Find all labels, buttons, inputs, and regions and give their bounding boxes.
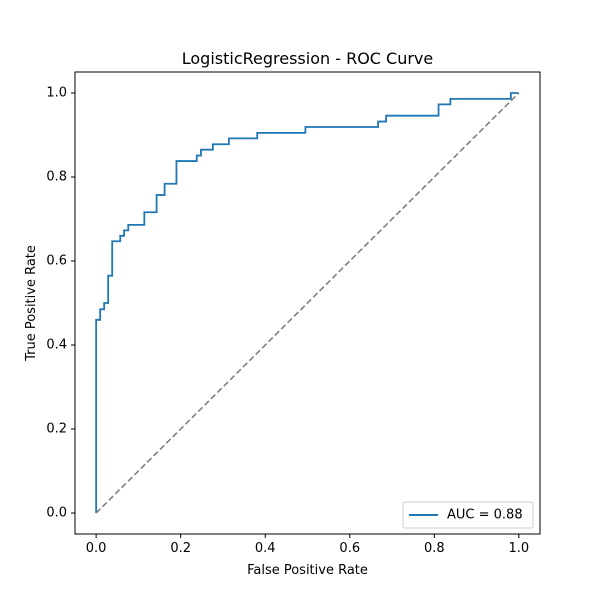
legend-box [402,501,534,529]
legend: AUC = 0.88 [402,501,534,529]
y-tick-label: 0.0 [46,506,67,521]
x-tick-label: 0.4 [255,541,276,556]
x-tick-label: 0.2 [170,541,191,556]
x-tick-label: 0.8 [424,541,445,556]
y-tick-label: 0.6 [46,254,67,269]
y-tick-label: 0.4 [46,338,67,353]
axes-frame [74,71,541,535]
plot-area [95,92,520,514]
x-tick-label: 1.0 [509,541,530,556]
y-tick-label: 1.0 [46,86,67,101]
y-axis-label: True Positive Rate [24,245,39,362]
x-axis-label: False Positive Rate [247,563,368,578]
legend-label: AUC = 0.88 [447,508,523,523]
x-tick-label: 0.6 [339,541,360,556]
y-axis-ticks: 0.0 0.2 0.4 0.6 0.8 1.0 [46,86,75,521]
x-tick-label: 0.0 [86,541,107,556]
chance-diagonal-line [95,92,520,514]
y-tick-label: 0.2 [46,422,67,437]
y-tick-label: 0.8 [46,170,67,185]
chart-title: LogisticRegression - ROC Curve [182,49,434,68]
roc-curve-line [95,92,519,513]
x-axis-ticks: 0.0 0.2 0.4 0.6 0.8 1.0 [86,534,529,556]
